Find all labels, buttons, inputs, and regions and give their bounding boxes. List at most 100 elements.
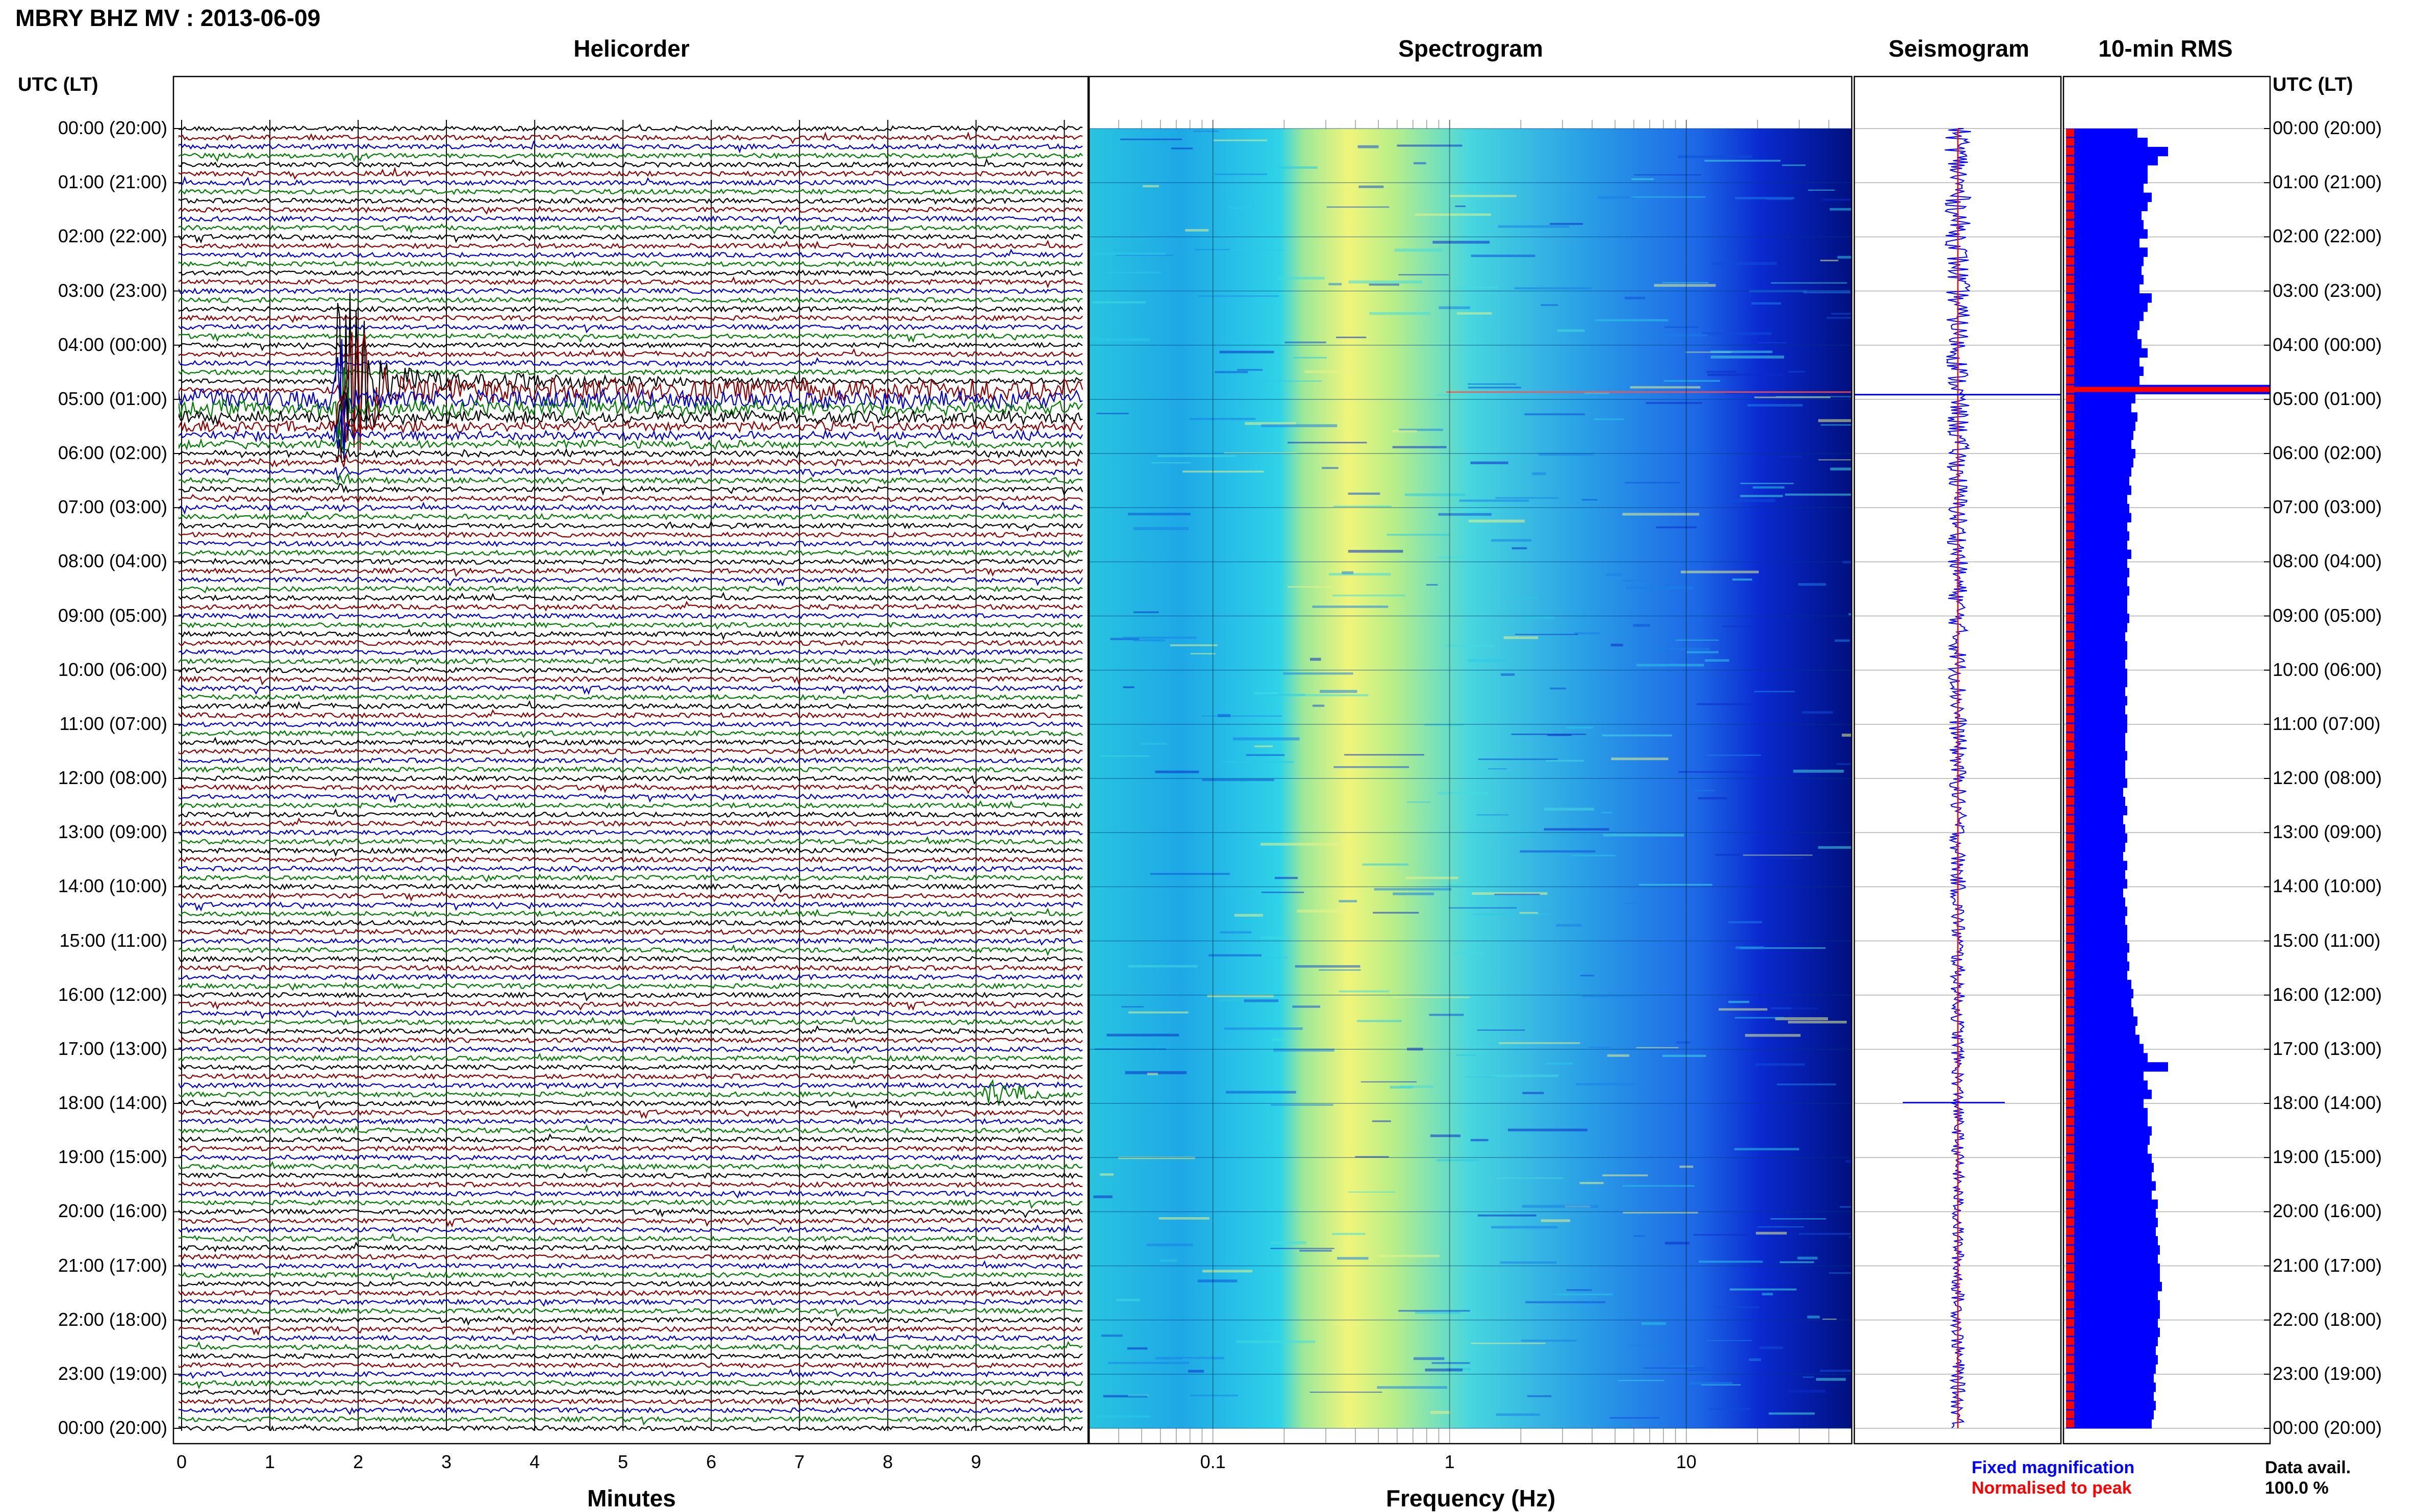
spectrogram-streak — [1842, 561, 1852, 564]
spectrogram-streak — [1431, 1362, 1470, 1364]
rms-bar — [2066, 440, 2131, 449]
rms-bar — [2066, 357, 2139, 367]
spectrogram-streak — [1581, 499, 1597, 501]
rms-normalised-bar — [2066, 165, 2074, 173]
spectrogram-streak — [1287, 442, 1367, 444]
helicorder-trace — [179, 296, 1082, 304]
rms-normalised-bar — [2066, 1309, 2074, 1318]
helicorder-trace — [179, 1207, 1083, 1219]
spectrogram-streak — [1554, 1293, 1613, 1296]
helicorder-trace — [179, 737, 1083, 749]
time-label-right: 09:00 (05:00) — [2273, 604, 2382, 626]
spectrogram-streak — [1333, 766, 1409, 768]
spectrogram-streak — [1093, 1195, 1113, 1198]
rms-normalised-bar — [2066, 1145, 2074, 1153]
spectrogram-x-label: Frequency (Hz) — [1386, 1485, 1556, 1511]
spectrogram-streak — [1291, 694, 1369, 696]
spectrogram-streak — [1432, 241, 1490, 244]
spectrogram-streak — [1556, 924, 1582, 927]
spectrogram-streak — [1582, 995, 1645, 997]
spectrogram-streak — [1208, 954, 1262, 956]
spectrogram-streak — [1566, 1289, 1592, 1291]
helicorder-trace — [179, 856, 1083, 863]
rms-normalised-peak-bar — [2066, 387, 2270, 392]
spectrogram-streak — [1575, 1083, 1638, 1086]
spectrogram-streak — [1188, 1370, 1204, 1373]
rms-normalised-bar — [2066, 1053, 2074, 1062]
time-label-right: 11:00 (07:00) — [2273, 713, 2381, 734]
helicorder-trace — [179, 395, 1083, 443]
helicorder-trace — [179, 1416, 1083, 1426]
helicorder-trace — [179, 348, 1083, 358]
data-avail-value: 100.0 % — [2265, 1478, 2329, 1498]
spectrogram-streak — [1702, 332, 1772, 335]
rms-bar — [2066, 513, 2131, 523]
spectrogram-streak — [1312, 704, 1325, 707]
spectrogram-streak — [1147, 1073, 1158, 1075]
helicorder-trace — [179, 223, 1083, 235]
rms-bar — [2066, 1208, 2156, 1218]
helicorder-trace — [179, 1124, 1083, 1134]
rms-bar — [2066, 522, 2127, 532]
rms-normalised-bar — [2066, 660, 2074, 668]
rms-normalised-bar — [2066, 156, 2074, 164]
helicorder-trace — [179, 166, 1083, 180]
rms-normalised-bar — [2066, 513, 2074, 521]
helicorder-trace — [179, 1379, 1083, 1390]
helicorder-trace — [179, 592, 1083, 601]
spectrogram-streak — [1685, 351, 1732, 353]
helicorder-trace — [179, 1253, 1083, 1261]
rms-bar — [2066, 622, 2127, 633]
rms-normalised-bar — [2066, 1337, 2074, 1345]
rms-bar — [2066, 320, 2139, 331]
spectrogram-streak — [1392, 430, 1418, 433]
spectrogram-streak — [1607, 1054, 1629, 1057]
spectrogram-streak — [1283, 672, 1353, 675]
spectrogram-streak — [1503, 636, 1539, 639]
rms-normalised-bar — [2066, 1237, 2074, 1245]
spectrogram-streak — [1369, 283, 1399, 286]
rms-normalised-bar — [2066, 596, 2074, 604]
spectrogram-streak — [1728, 921, 1762, 923]
rms-normalised-bar — [2066, 248, 2074, 256]
helicorder-trace — [179, 657, 1083, 666]
rms-normalised-bar — [2066, 1355, 2074, 1364]
spectrogram-streak — [1271, 1241, 1306, 1244]
time-label-left: 22:00 (18:00) — [58, 1308, 167, 1330]
spectrogram-streak — [1299, 1249, 1332, 1252]
spectrogram-streak — [1158, 1217, 1210, 1220]
spectrogram-streak — [1198, 295, 1279, 297]
spectrogram-streak — [1662, 282, 1709, 284]
spectrogram-streak — [1454, 952, 1483, 955]
helicorder-trace — [179, 1064, 1083, 1071]
helicorder-tick-label: 9 — [971, 1451, 981, 1472]
rms-bar — [2066, 192, 2152, 203]
spectrogram-streak — [1724, 393, 1751, 394]
helicorder-trace — [179, 576, 1083, 587]
rms-normalised-bar — [2066, 1264, 2074, 1272]
rms-normalised-bar — [2066, 404, 2074, 412]
spectrogram-streak — [1678, 771, 1755, 773]
rms-normalised-bar — [2066, 174, 2074, 183]
time-label-left: 12:00 (08:00) — [58, 767, 167, 788]
spectrogram-streak — [1624, 296, 1645, 299]
rms-normalised-bar — [2066, 971, 2074, 979]
rms-bar — [2066, 1007, 2133, 1017]
spectrogram-streak — [1541, 1219, 1571, 1222]
rms-bar — [2066, 842, 2125, 852]
spectrogram-streak — [1544, 808, 1594, 811]
rms-normalised-bar — [2066, 522, 2074, 531]
rms-bar — [2066, 293, 2152, 303]
spectrogram-streak — [1091, 338, 1151, 341]
rms-bar — [2066, 778, 2127, 788]
spectrogram-streak — [1618, 1380, 1664, 1381]
legend-normalised-to-peak: Normalised to peak — [1972, 1478, 2132, 1498]
spectrogram-streak — [1202, 778, 1274, 782]
spectrogram-streak — [1678, 155, 1752, 158]
spectrogram-streak — [1822, 198, 1852, 201]
rms-bar — [2066, 1337, 2158, 1347]
helicorder-trace — [179, 999, 1083, 1011]
rms-bar — [2066, 421, 2135, 431]
time-label-left: 08:00 (04:00) — [58, 550, 167, 572]
spectrogram-tick-label: 0.1 — [1200, 1451, 1226, 1472]
